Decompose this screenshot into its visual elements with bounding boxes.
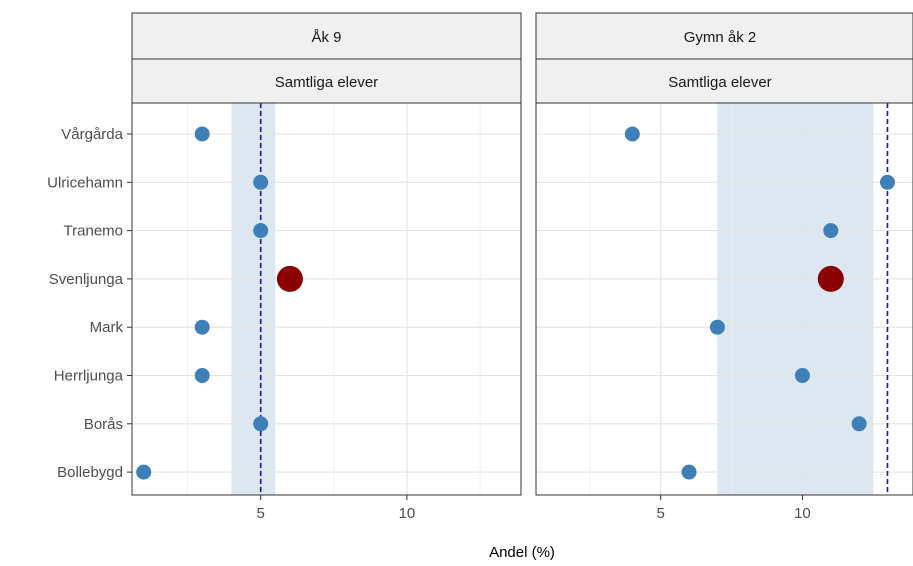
strip-top-bg: [131, 12, 522, 60]
highlight-point: [817, 265, 844, 292]
confidence-band: [231, 103, 276, 495]
y-tick-label: Ulricehamn: [47, 174, 123, 191]
panel-border: [535, 102, 913, 496]
strip-top-label: Gymn åk 2: [684, 29, 757, 46]
data-point: [253, 416, 269, 432]
x-tick-label: 10: [399, 505, 416, 522]
data-point: [879, 174, 895, 190]
data-point: [194, 368, 210, 383]
data-point: [794, 368, 810, 383]
y-tick-label: Mark: [90, 319, 124, 336]
confidence-band: [717, 103, 874, 495]
y-tick-label: Borås: [84, 416, 123, 433]
x-tick-label: 5: [257, 505, 265, 522]
data-point: [624, 126, 640, 142]
plot-area: [132, 103, 521, 495]
data-point: [194, 126, 210, 142]
strip-bottom-label: Samtliga elever: [275, 74, 378, 91]
x-axis-title: Andel (%): [489, 544, 555, 561]
strip-bottom-bg: [131, 58, 522, 104]
data-point: [253, 174, 269, 190]
x-tick-label: 5: [657, 505, 665, 522]
strip-top-bg: [535, 12, 913, 60]
y-axis: Vårgårda Ulricehamn Tranemo Svenljunga Mark H…: [47, 126, 132, 481]
panel-border: [131, 102, 522, 496]
plot-area: [536, 103, 913, 495]
panel-left: Åk 9 Samtliga elever: [131, 12, 522, 496]
panel-background: [132, 103, 521, 495]
data-point: [823, 223, 839, 239]
data-point: [681, 464, 697, 480]
data-point: [851, 416, 867, 432]
y-tick-label: Herrljunga: [54, 368, 124, 385]
y-tick-label: Bollebygd: [57, 464, 123, 481]
strip-bottom-bg: [535, 58, 913, 104]
data-point: [253, 223, 269, 239]
y-tick-label: Vårgårda: [61, 126, 123, 143]
highlight-point: [276, 265, 303, 292]
data-point: [194, 319, 210, 335]
strip-top-label: Åk 9: [311, 29, 341, 46]
data-point: [709, 319, 725, 335]
strip-bottom-label: Samtliga elever: [668, 74, 771, 91]
panel-right: Gymn åk 2 Samtliga elever: [535, 12, 913, 496]
data-point: [136, 464, 152, 480]
x-tick-label: 10: [794, 505, 811, 522]
y-tick-label: Tranemo: [64, 223, 123, 240]
y-tick-label: Svenljunga: [49, 271, 124, 288]
x-axes: 5 10 5 10: [257, 495, 811, 522]
